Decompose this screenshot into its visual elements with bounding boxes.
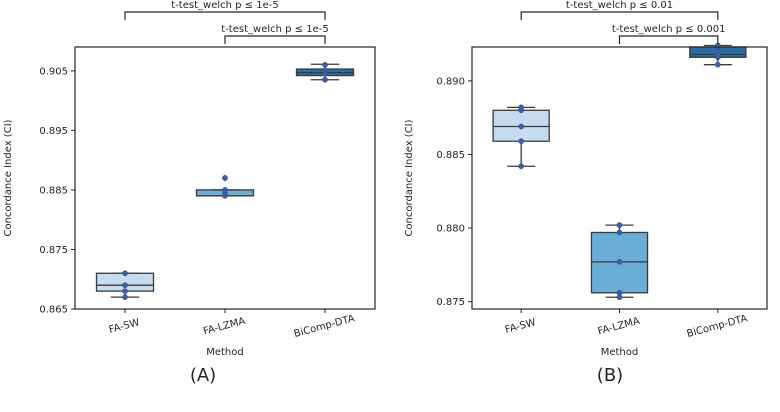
x-tick-label: FA-LZMA (597, 316, 641, 338)
data-point (518, 123, 525, 130)
y-tick-label: 0.890 (436, 76, 465, 87)
data-point (616, 222, 623, 228)
x-tick-label: BiComp-DTA (293, 313, 356, 340)
y-tick-label: 0.885 (436, 150, 465, 161)
y-tick-label: 0.885 (39, 185, 68, 196)
data-point (616, 229, 623, 236)
data-point (222, 187, 228, 193)
x-tick-label: FA-LZMA (202, 316, 246, 338)
x-axis-label: Method (601, 347, 639, 358)
data-point (122, 288, 128, 294)
data-point (714, 61, 721, 68)
data-point (122, 270, 128, 277)
significance-bracket (618, 35, 719, 44)
significance-bracket (224, 35, 326, 44)
chart-panel-1: 0.875 0.880 0.885 0.890 FA-SW FA-LZMA BiComp-D… (404, 0, 768, 386)
data-point (322, 76, 328, 83)
y-tick-label: 0.875 (436, 297, 465, 308)
y-tick-label: 0.880 (436, 224, 465, 235)
data-point (222, 175, 228, 181)
y-tick-label: 0.905 (39, 66, 68, 77)
data-point (322, 62, 328, 68)
significance-label: t-test_welch p ≤ 0.01 (566, 0, 673, 11)
y-tick-label: 0.895 (39, 126, 68, 137)
y-axis-label: Concordance Index (CI) (3, 119, 14, 236)
y-tick-label: 0.865 (39, 305, 68, 316)
data-point (518, 104, 525, 111)
data-point (616, 259, 623, 265)
data-point (122, 282, 128, 289)
data-point (518, 138, 525, 145)
data-point (714, 51, 721, 58)
data-point (122, 294, 128, 300)
x-tick-label: BiComp-DTA (686, 313, 749, 340)
significance-bracket (124, 11, 326, 20)
panel-label: (A) (190, 365, 216, 386)
data-point (616, 289, 623, 296)
y-tick-label: 0.875 (39, 245, 68, 256)
significance-label: t-test_welch p ≤ 1e-5 (221, 24, 328, 35)
significance-bracket (520, 11, 719, 20)
data-point (322, 67, 328, 74)
x-tick-label: FA-SW (108, 317, 141, 336)
panel-label: (B) (597, 365, 623, 386)
x-axis-label: Method (206, 347, 244, 358)
chart-panel-0: 0.865 0.875 0.885 0.895 0.905 FA-SW FA-LZMA BiC… (3, 0, 376, 386)
y-axis-label: Concordance Index (CI) (404, 119, 415, 236)
x-tick-label: FA-SW (504, 317, 537, 336)
data-point (518, 163, 525, 170)
significance-label: t-test_welch p ≤ 1e-5 (171, 0, 278, 11)
significance-label: t-test_welch p ≤ 0.001 (612, 24, 726, 35)
